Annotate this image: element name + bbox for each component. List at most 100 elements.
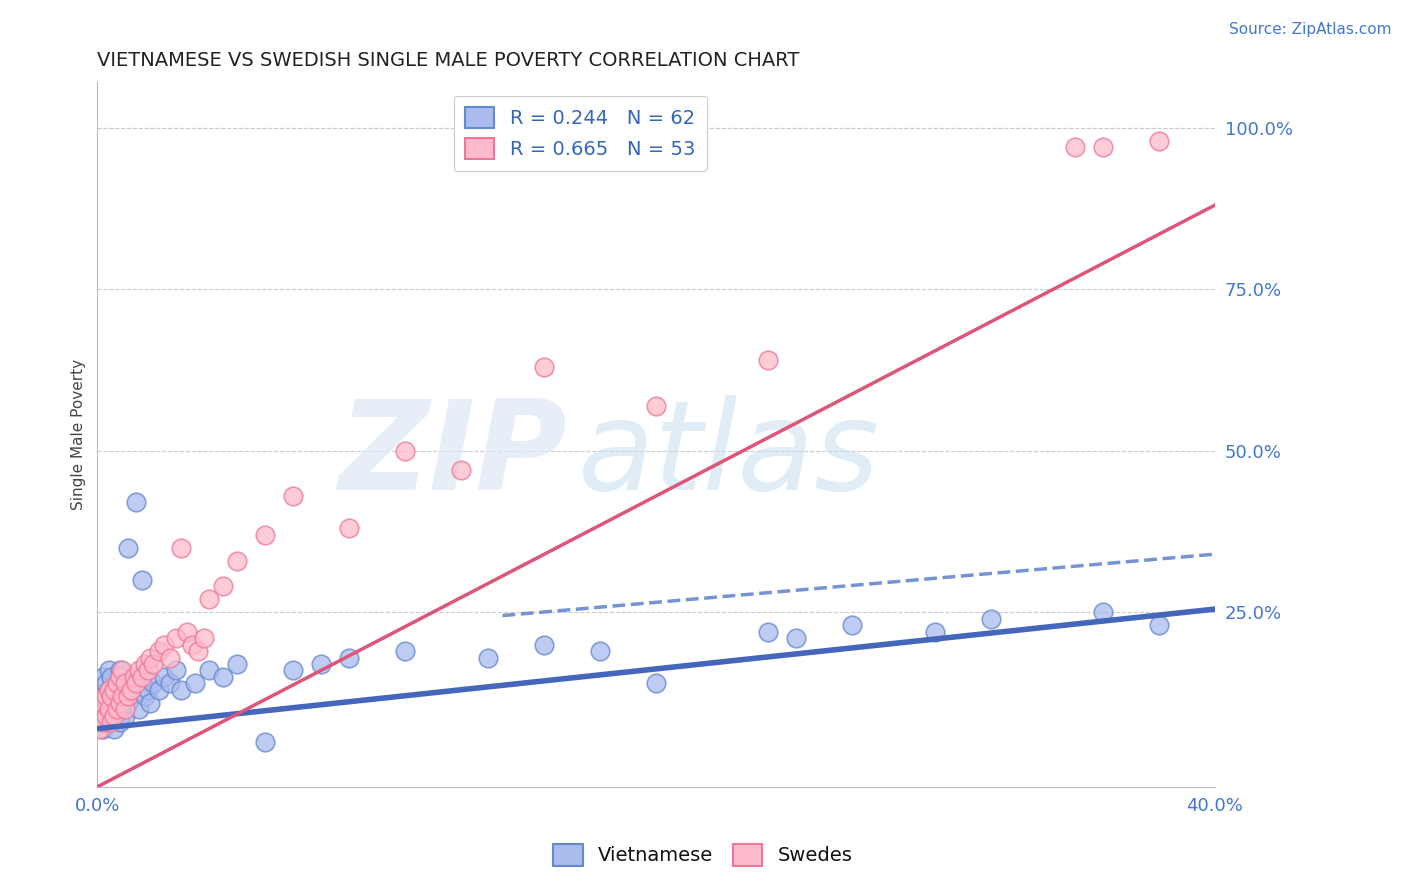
Point (148, 682, 170, 697)
Point (108, 696, 131, 710)
Point (131, 670, 153, 684)
Point (253, 734, 276, 748)
Point (756, 624, 779, 639)
Point (111, 690, 134, 704)
Legend: R = 0.244   N = 62, R = 0.665   N = 53: R = 0.244 N = 62, R = 0.665 N = 53 (454, 95, 707, 171)
Point (117, 541, 139, 555)
Point (1147, 134, 1170, 148)
Point (114, 702, 136, 716)
Point (105, 702, 128, 716)
Point (120, 682, 142, 697)
Point (105, 676, 128, 690)
Point (100, 708, 122, 723)
Point (91, 696, 114, 710)
Point (1147, 618, 1170, 632)
Point (94, 676, 117, 690)
Point (645, 399, 668, 413)
Point (645, 676, 668, 690)
Point (89, 722, 111, 736)
Point (337, 650, 360, 665)
Point (114, 708, 136, 723)
Point (100, 670, 122, 684)
Point (176, 624, 198, 639)
Point (533, 638, 555, 652)
Point (226, 657, 249, 671)
Y-axis label: Single Male Poverty: Single Male Poverty (72, 359, 86, 510)
Point (111, 702, 134, 716)
Point (97, 682, 120, 697)
Point (785, 631, 807, 645)
Point (97, 715, 120, 730)
Point (589, 644, 612, 658)
Point (159, 676, 181, 690)
Point (89, 715, 111, 730)
Point (89, 702, 111, 716)
Point (100, 690, 122, 704)
Point (184, 676, 207, 690)
Point (94, 696, 117, 710)
Point (1092, 140, 1115, 154)
Point (394, 443, 416, 458)
Point (165, 631, 187, 645)
Point (226, 554, 249, 568)
Point (103, 682, 125, 697)
Point (148, 644, 170, 658)
Point (114, 690, 136, 704)
Point (97, 664, 120, 678)
Point (111, 682, 134, 697)
Point (187, 644, 209, 658)
Point (159, 650, 181, 665)
Point (97, 702, 120, 716)
Point (309, 657, 332, 671)
Point (128, 664, 150, 678)
Text: atlas: atlas (578, 395, 880, 516)
Point (122, 676, 145, 690)
Point (103, 702, 125, 716)
Point (134, 690, 156, 704)
Point (394, 644, 416, 658)
Point (337, 521, 360, 535)
Point (108, 670, 131, 684)
Point (131, 573, 153, 587)
Point (108, 664, 131, 678)
Point (108, 696, 131, 710)
Point (125, 495, 148, 509)
Point (170, 541, 193, 555)
Point (1092, 605, 1115, 619)
Point (198, 664, 221, 678)
Point (128, 702, 150, 716)
Point (139, 650, 162, 665)
Point (114, 676, 136, 690)
Point (142, 676, 165, 690)
Point (103, 708, 125, 723)
Point (193, 631, 215, 645)
Point (198, 592, 221, 607)
Point (212, 670, 235, 684)
Point (111, 664, 134, 678)
Point (253, 528, 276, 542)
Point (165, 664, 187, 678)
Point (136, 682, 159, 697)
Point (142, 657, 165, 671)
Point (91, 690, 114, 704)
Point (924, 624, 946, 639)
Point (94, 708, 117, 723)
Point (139, 696, 162, 710)
Point (108, 715, 131, 730)
Point (281, 489, 304, 503)
Point (980, 612, 1002, 626)
Point (117, 690, 139, 704)
Point (91, 715, 114, 730)
Point (181, 638, 204, 652)
Point (100, 715, 122, 730)
Point (153, 638, 176, 652)
Point (91, 722, 114, 736)
Point (212, 579, 235, 593)
Point (117, 696, 139, 710)
Point (105, 696, 128, 710)
Point (94, 708, 117, 723)
Point (91, 670, 114, 684)
Point (841, 618, 863, 632)
Point (153, 670, 176, 684)
Point (170, 682, 193, 697)
